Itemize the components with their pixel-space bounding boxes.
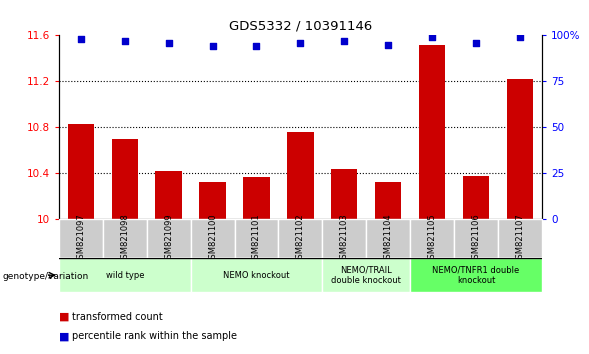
Bar: [366, 219, 410, 258]
Text: GSM821102: GSM821102: [296, 213, 305, 264]
Bar: [507, 79, 533, 219]
Point: [340, 38, 349, 44]
Text: genotype/variation: genotype/variation: [3, 272, 89, 281]
Bar: [59, 219, 103, 258]
Point: [471, 40, 481, 46]
Point: [515, 34, 525, 40]
Text: NEMO knockout: NEMO knockout: [223, 271, 290, 280]
Bar: [375, 182, 401, 219]
Bar: [234, 219, 279, 258]
Point: [76, 36, 85, 42]
Text: GSM821097: GSM821097: [77, 213, 85, 264]
Point: [296, 40, 305, 46]
Bar: [454, 219, 498, 258]
Bar: [200, 182, 226, 219]
Text: GSM821100: GSM821100: [208, 213, 217, 264]
Title: GDS5332 / 10391146: GDS5332 / 10391146: [229, 20, 372, 33]
Bar: [287, 132, 313, 219]
Bar: [279, 219, 322, 258]
Bar: [419, 45, 445, 219]
Bar: [68, 124, 94, 219]
Text: GSM821101: GSM821101: [252, 213, 261, 264]
Bar: [59, 258, 191, 292]
Bar: [155, 171, 182, 219]
Bar: [191, 258, 322, 292]
Text: percentile rank within the sample: percentile rank within the sample: [72, 331, 237, 341]
Text: wild type: wild type: [105, 271, 144, 280]
Bar: [322, 258, 410, 292]
Bar: [331, 169, 358, 219]
Point: [208, 44, 217, 49]
Text: ■: ■: [59, 312, 70, 322]
Bar: [410, 219, 454, 258]
Bar: [103, 219, 147, 258]
Bar: [410, 258, 542, 292]
Text: GSM821103: GSM821103: [340, 213, 349, 264]
Bar: [147, 219, 191, 258]
Point: [120, 38, 130, 44]
Text: GSM821106: GSM821106: [472, 213, 481, 264]
Bar: [243, 177, 270, 219]
Text: GSM821098: GSM821098: [120, 213, 129, 264]
Bar: [498, 219, 542, 258]
Point: [164, 40, 173, 46]
Bar: [322, 219, 366, 258]
Text: GSM821107: GSM821107: [515, 213, 524, 264]
Text: transformed count: transformed count: [72, 312, 163, 322]
Bar: [191, 219, 234, 258]
Text: ■: ■: [59, 331, 70, 341]
Point: [383, 42, 393, 47]
Point: [252, 44, 261, 49]
Text: NEMO/TNFR1 double
knockout: NEMO/TNFR1 double knockout: [432, 266, 519, 285]
Point: [428, 34, 437, 40]
Bar: [111, 139, 138, 219]
Text: GSM821104: GSM821104: [383, 213, 393, 264]
Text: GSM821105: GSM821105: [428, 213, 436, 264]
Bar: [463, 176, 489, 219]
Text: NEMO/TRAIL
double knockout: NEMO/TRAIL double knockout: [332, 266, 401, 285]
Text: GSM821099: GSM821099: [164, 213, 173, 264]
